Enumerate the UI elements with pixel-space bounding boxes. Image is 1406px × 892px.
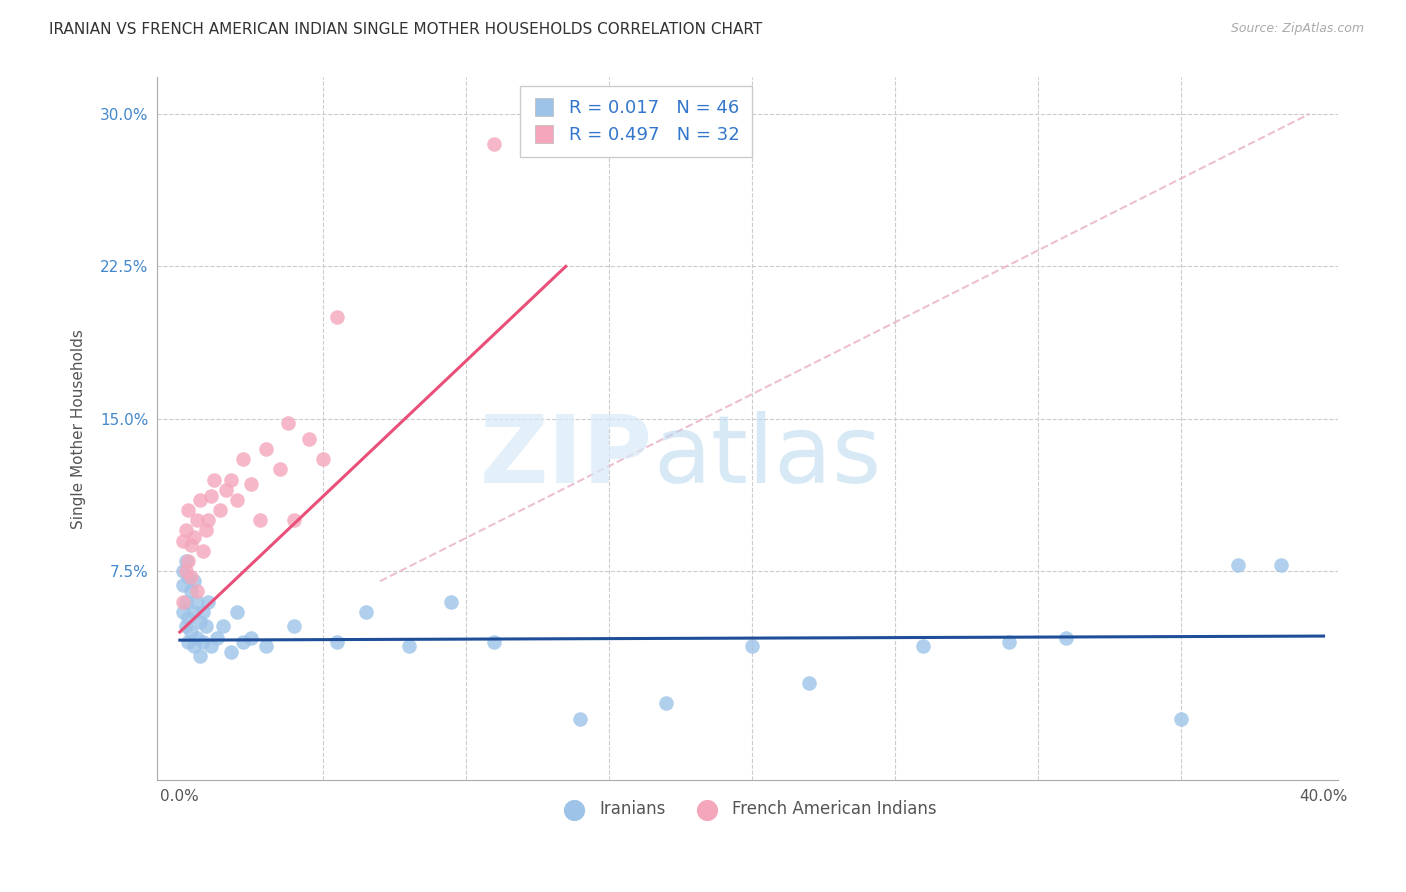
Point bbox=[283, 619, 305, 633]
Point bbox=[180, 570, 202, 584]
Point bbox=[202, 473, 225, 487]
Text: ZIP: ZIP bbox=[479, 411, 652, 503]
Point bbox=[1054, 631, 1077, 645]
Point bbox=[254, 639, 277, 653]
Point bbox=[326, 635, 349, 649]
Point bbox=[205, 631, 228, 645]
Point bbox=[226, 493, 249, 508]
Point bbox=[172, 605, 194, 619]
Point bbox=[194, 524, 217, 538]
Point bbox=[655, 696, 678, 710]
Point bbox=[183, 529, 205, 543]
Point bbox=[188, 615, 211, 629]
Point bbox=[177, 611, 200, 625]
Point bbox=[211, 619, 233, 633]
Point bbox=[180, 538, 202, 552]
Text: atlas: atlas bbox=[652, 411, 882, 503]
Point bbox=[200, 639, 222, 653]
Point bbox=[741, 639, 763, 653]
Point bbox=[484, 137, 506, 152]
Point bbox=[569, 712, 592, 726]
Y-axis label: Single Mother Households: Single Mother Households bbox=[72, 329, 86, 529]
Point bbox=[177, 554, 200, 568]
Point bbox=[200, 489, 222, 503]
Text: Source: ZipAtlas.com: Source: ZipAtlas.com bbox=[1230, 22, 1364, 36]
Point bbox=[232, 452, 254, 467]
Point bbox=[174, 524, 197, 538]
Point bbox=[183, 639, 205, 653]
Point bbox=[998, 635, 1021, 649]
Point bbox=[354, 605, 377, 619]
Point bbox=[214, 483, 236, 497]
Legend: Iranians, French American Indians: Iranians, French American Indians bbox=[551, 793, 943, 825]
Point bbox=[174, 594, 197, 608]
Point bbox=[226, 605, 249, 619]
Point bbox=[174, 554, 197, 568]
Point bbox=[194, 619, 217, 633]
Point bbox=[277, 416, 299, 430]
Point bbox=[186, 513, 208, 527]
Point bbox=[172, 594, 194, 608]
Point bbox=[197, 594, 219, 608]
Point bbox=[1170, 712, 1192, 726]
Point bbox=[172, 578, 194, 592]
Point bbox=[912, 639, 935, 653]
Point bbox=[232, 635, 254, 649]
Point bbox=[249, 513, 271, 527]
Point bbox=[269, 462, 291, 476]
Point bbox=[283, 513, 305, 527]
Point bbox=[180, 584, 202, 599]
Point bbox=[186, 584, 208, 599]
Point bbox=[254, 442, 277, 457]
Point bbox=[177, 503, 200, 517]
Point bbox=[326, 310, 349, 325]
Point bbox=[183, 605, 205, 619]
Point bbox=[188, 649, 211, 664]
Point bbox=[180, 625, 202, 640]
Point bbox=[208, 503, 231, 517]
Point bbox=[174, 564, 197, 578]
Point bbox=[172, 533, 194, 548]
Point bbox=[186, 631, 208, 645]
Point bbox=[191, 635, 214, 649]
Point bbox=[312, 452, 335, 467]
Point bbox=[240, 631, 263, 645]
Point bbox=[191, 605, 214, 619]
Point bbox=[183, 574, 205, 589]
Point bbox=[1226, 558, 1249, 572]
Point bbox=[197, 513, 219, 527]
Point bbox=[174, 619, 197, 633]
Point bbox=[186, 594, 208, 608]
Point bbox=[240, 476, 263, 491]
Text: IRANIAN VS FRENCH AMERICAN INDIAN SINGLE MOTHER HOUSEHOLDS CORRELATION CHART: IRANIAN VS FRENCH AMERICAN INDIAN SINGLE… bbox=[49, 22, 762, 37]
Point bbox=[172, 564, 194, 578]
Point bbox=[191, 543, 214, 558]
Point bbox=[797, 675, 820, 690]
Point bbox=[440, 594, 463, 608]
Point bbox=[484, 635, 506, 649]
Point bbox=[221, 473, 243, 487]
Point bbox=[1270, 558, 1292, 572]
Point bbox=[177, 570, 200, 584]
Point bbox=[188, 493, 211, 508]
Point bbox=[221, 645, 243, 659]
Point bbox=[398, 639, 420, 653]
Point bbox=[177, 635, 200, 649]
Point bbox=[297, 432, 319, 446]
